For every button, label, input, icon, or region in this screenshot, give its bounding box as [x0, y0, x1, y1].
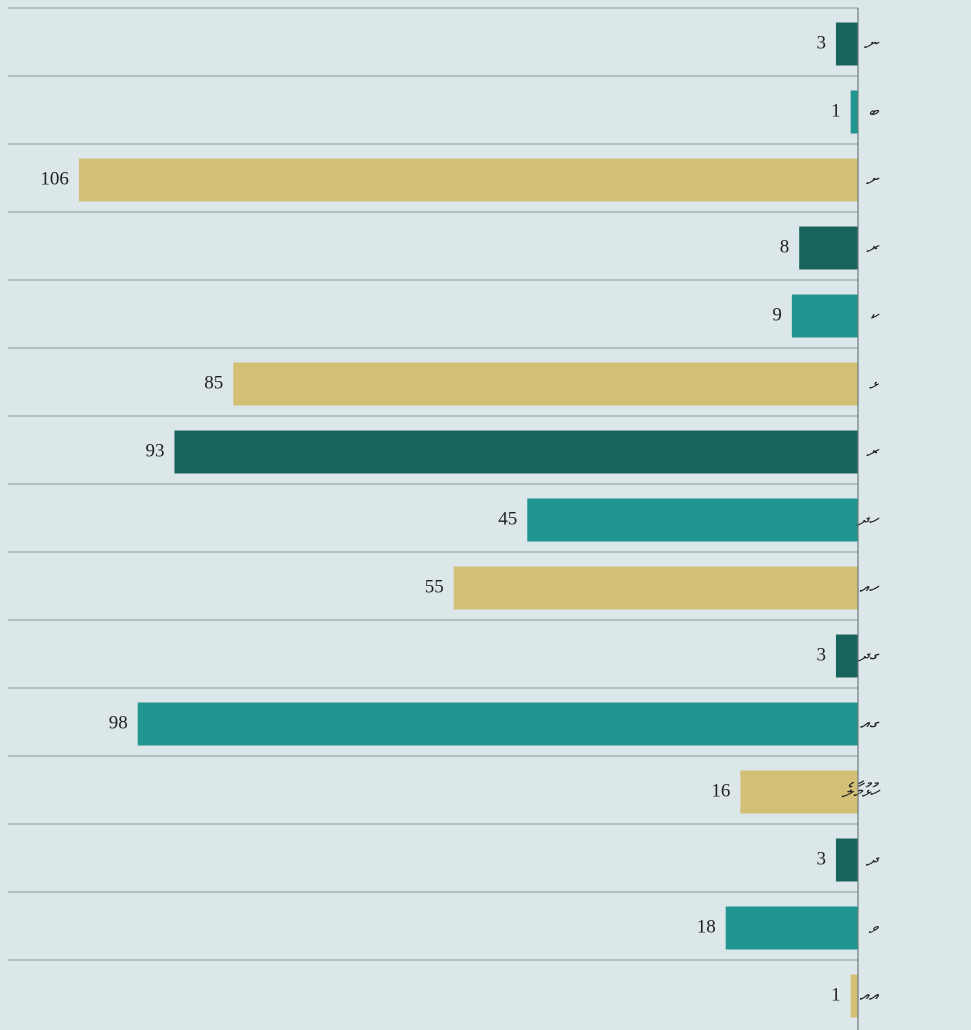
bar [835, 22, 858, 66]
category-label: ހދ [855, 507, 879, 531]
bar [78, 158, 858, 202]
value-label: 8 [780, 236, 790, 257]
category-label: ބ [868, 99, 879, 123]
value-label: 106 [40, 168, 69, 189]
value-label: 1 [831, 984, 841, 1005]
bar [453, 566, 858, 610]
value-label: 45 [498, 508, 517, 529]
category-label: ރ [866, 235, 880, 259]
category-label: ވ [869, 915, 880, 939]
category-label: ނ [864, 31, 880, 55]
bar [850, 974, 858, 1018]
category-label: ކ [870, 303, 880, 327]
category-label: ގއ [860, 711, 880, 735]
category-label: ހުޅުމާލެ [842, 779, 881, 803]
value-label: 85 [204, 372, 223, 393]
value-label: 9 [772, 304, 782, 325]
category-label: ގދ [856, 643, 880, 667]
category-label: ދ [865, 847, 880, 871]
bar [740, 770, 858, 814]
bar [174, 430, 858, 474]
value-label: 3 [816, 32, 826, 53]
bar [137, 702, 858, 746]
bar [725, 906, 858, 950]
category-label: ހއ [859, 575, 879, 599]
bar [799, 226, 858, 270]
bar [850, 90, 858, 134]
value-label: 3 [816, 848, 826, 869]
bar [835, 634, 858, 678]
bar [835, 838, 858, 882]
bar [527, 498, 858, 542]
value-label: 16 [711, 780, 730, 801]
category-label: ޅ [869, 371, 880, 395]
value-label: 18 [697, 916, 716, 937]
bar [233, 362, 858, 406]
value-label: 3 [816, 644, 826, 665]
value-label: 93 [145, 440, 164, 461]
value-label: 1 [831, 100, 841, 121]
category-label: އއ [859, 983, 879, 1007]
bar [791, 294, 858, 338]
category-label: ރ [866, 439, 880, 463]
category-label: ށ [866, 167, 880, 191]
value-label: 98 [109, 712, 128, 733]
value-label: 55 [425, 576, 444, 597]
